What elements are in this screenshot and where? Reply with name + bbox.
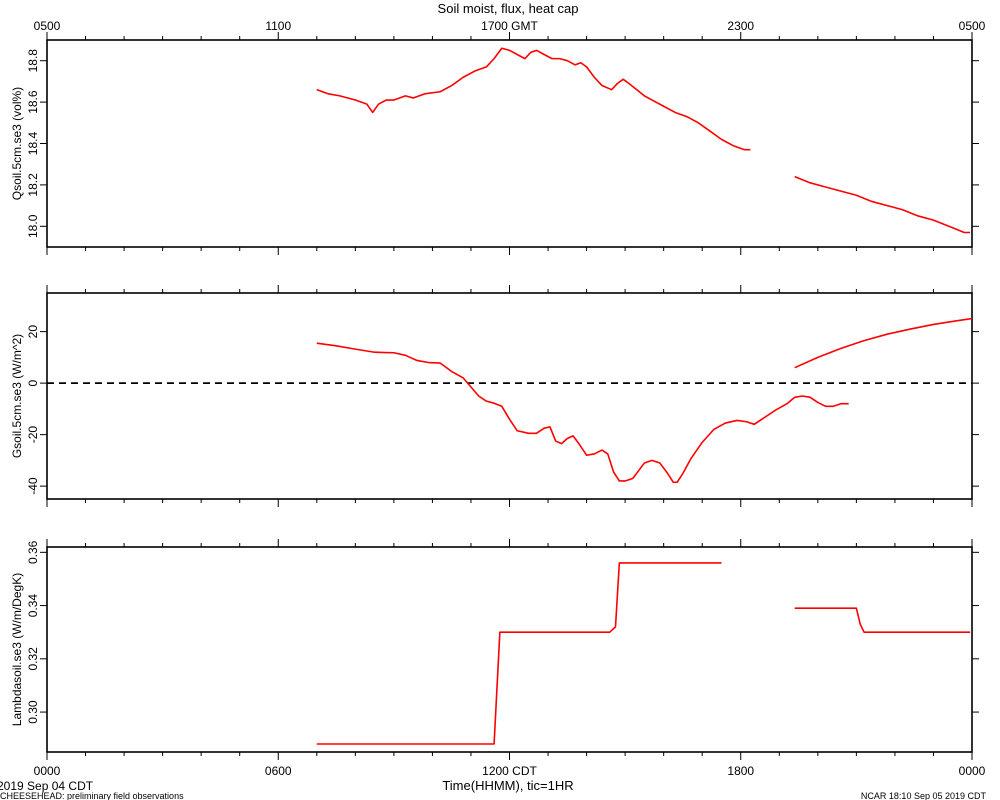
y-tick-label: 18.8 [26,49,40,73]
y-tick-label: 0.34 [26,594,40,618]
top-tick-label: 0500 [959,19,986,33]
plot-frame [46,292,973,500]
series-line [794,317,972,369]
y-tick-label: 18.0 [26,214,40,238]
y-tick-label: 0.30 [26,700,40,724]
y-tick-label: 0.32 [26,647,40,671]
bottom-tick-label: 1800 [727,764,754,778]
y-tick-label: -20 [26,426,40,444]
y-tick-label: 0.36 [26,540,40,564]
footer-left-note: CHEESEHEAD: preliminary field observatio… [0,791,184,800]
top-time-axis: 0500 1100 1700 GMT 2300 0500 [34,19,986,33]
top-tick-label: 2300 [727,19,754,33]
bottom-tick-label: 1200 CDT [482,764,537,778]
series-line [316,342,849,484]
series-line [794,175,971,234]
top-tick-label: 1100 [265,19,291,33]
series-line [316,47,751,151]
bottom-tick-label: 0000 [959,764,986,778]
chart-title: Soil moist, flux, heat cap [438,1,579,16]
top-tick-label: 0500 [34,19,61,33]
y-axis-label: Gsoil.5cm.se3 (W/m^2) [10,334,24,458]
series-line [316,562,722,745]
y-tick-label: 20 [26,325,40,339]
y-tick-label: 18.2 [26,173,40,197]
footer-right-note: NCAR 18:10 Sep 05 2019 CDT [861,791,987,800]
y-axis-label: Lambdasoil.se3 (W/m/DegK) [10,573,24,726]
y-tick-label: 18.6 [26,90,40,114]
y-tick-label: 0 [26,379,40,386]
bottom-tick-label: 0000 [34,764,61,778]
y-tick-label: 18.4 [26,131,40,155]
plot-frame [46,39,973,248]
bottom-tick-label: 0600 [265,764,292,778]
footer-date: 2019 Sep 04 CDT [0,779,94,793]
bottom-time-axis: 0000 0600 1200 CDT 1800 0000 [34,764,986,778]
plot-frame [46,546,973,753]
top-tick-label: 1700 GMT [481,19,538,33]
y-tick-label: -40 [26,477,40,495]
y-axis-label: Qsoil.5cm.se3 (vol%) [10,87,24,200]
x-axis-label: Time(HHMM), tic=1HR [442,778,573,793]
series-line [794,607,971,633]
